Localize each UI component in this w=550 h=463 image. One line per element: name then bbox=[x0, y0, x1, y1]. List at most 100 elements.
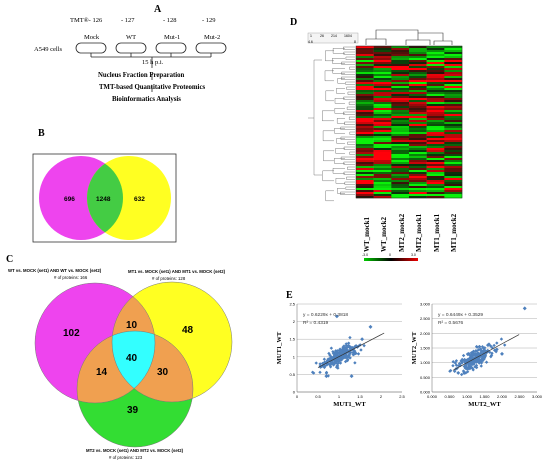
heatmap-cell bbox=[409, 184, 427, 187]
heatmap-cell bbox=[356, 94, 374, 97]
heatmap-cell bbox=[391, 130, 410, 133]
heatmap-cell bbox=[356, 138, 374, 141]
heatmap-cell bbox=[356, 140, 374, 143]
heatmap-cell bbox=[409, 92, 427, 95]
scatter1-r-squared: R² = 0.4319 bbox=[303, 320, 329, 326]
heatmap-cell bbox=[409, 160, 427, 163]
heatmap-cell bbox=[391, 128, 410, 131]
heatmap-cell bbox=[356, 156, 374, 159]
heatmap-cell bbox=[391, 152, 410, 155]
heatmap-cell bbox=[356, 52, 374, 55]
heatmap-cell bbox=[426, 152, 445, 155]
dish-mut1 bbox=[155, 42, 187, 54]
heatmap-cell bbox=[409, 94, 427, 97]
heatmap-cell bbox=[391, 174, 410, 177]
heatmap-cell bbox=[391, 180, 410, 183]
heatmap-cell bbox=[409, 150, 427, 153]
heatmap-cell bbox=[444, 46, 463, 49]
scatter1-outlier-point bbox=[368, 324, 373, 329]
heatmap-cell bbox=[426, 178, 445, 181]
heatmap-cell bbox=[444, 190, 463, 193]
scatter2-xtick-label: 1.000 bbox=[462, 394, 473, 399]
heatmap-frame bbox=[355, 45, 463, 199]
set1-count: # of proteins: 166 bbox=[54, 275, 88, 280]
venn-b-overlap bbox=[87, 156, 123, 240]
heatmap-cell bbox=[391, 196, 410, 199]
heatmap-cell bbox=[444, 166, 463, 169]
heatmap-cell bbox=[409, 154, 427, 157]
heatmap-cell bbox=[426, 126, 445, 129]
heatmap-cell bbox=[391, 122, 410, 125]
scatter2-point bbox=[451, 364, 455, 368]
heatmap-cell bbox=[356, 118, 374, 121]
heatmap-cell bbox=[426, 122, 445, 125]
heatmap-cell bbox=[409, 166, 427, 169]
heatmap-cell bbox=[356, 74, 374, 77]
color-legend-bar bbox=[364, 258, 418, 261]
heatmap-cell bbox=[426, 194, 445, 197]
scatter1-ytick-label: 1.5 bbox=[289, 337, 295, 342]
heatmap-cell bbox=[356, 168, 374, 171]
heatmap-cell bbox=[356, 184, 374, 187]
heatmap-cell bbox=[356, 102, 374, 105]
heatmap-cell bbox=[356, 60, 374, 63]
panel-b-letter: B bbox=[38, 128, 45, 139]
heatmap-cell bbox=[409, 182, 427, 185]
tmt-label-128: - 128 bbox=[163, 17, 177, 24]
heatmap-cell bbox=[391, 68, 410, 71]
scatter2-point bbox=[499, 337, 504, 341]
heatmap-cell bbox=[356, 160, 374, 163]
heatmap-cell bbox=[391, 178, 410, 181]
heatmap-cell bbox=[426, 68, 445, 71]
heatmap-cell bbox=[426, 158, 445, 161]
heatmap-cell bbox=[356, 72, 374, 75]
heatmap-cell bbox=[391, 56, 410, 59]
heatmap-cell bbox=[391, 176, 410, 179]
heatmap-cell bbox=[391, 92, 410, 95]
heatmap-cell bbox=[444, 98, 463, 101]
heatmap-cell bbox=[426, 176, 445, 179]
heatmap-cell bbox=[391, 60, 410, 63]
set3-label: MT2 vs. MOCK (set1) AND MT2 vs. MOCK (se… bbox=[86, 448, 184, 453]
heatmap-cell bbox=[426, 154, 445, 157]
heatmap-cell bbox=[391, 136, 410, 139]
scatter1-x-axis-title: MUT1_WT bbox=[333, 401, 366, 408]
row-dendrogram bbox=[308, 46, 355, 201]
heatmap-cell bbox=[391, 78, 410, 81]
scatter1-trendline bbox=[317, 332, 385, 368]
heatmap-cell bbox=[373, 76, 392, 79]
heatmap-cell bbox=[391, 124, 410, 127]
scatter1-xtick-label: 1.5 bbox=[357, 394, 363, 399]
heatmap-cell bbox=[444, 130, 463, 133]
heatmap-cell bbox=[356, 130, 374, 133]
heatmap-cell bbox=[373, 144, 392, 147]
heatmap-cell bbox=[356, 106, 374, 109]
scale-tick-1: 1 bbox=[310, 34, 312, 38]
bracket-lines bbox=[90, 53, 212, 58]
heatmap-cell bbox=[426, 112, 445, 115]
heatmap-cell bbox=[409, 58, 427, 61]
heatmap-cell bbox=[373, 68, 392, 71]
heatmap-cell bbox=[409, 124, 427, 127]
heatmap-cell bbox=[409, 54, 427, 57]
heatmap-cell bbox=[373, 50, 392, 53]
heatmap-cell bbox=[391, 96, 410, 99]
heatmap-cell bbox=[373, 74, 392, 77]
heatmap-cell bbox=[426, 180, 445, 183]
heatmap-cell bbox=[391, 162, 410, 165]
heatmap-cell bbox=[356, 146, 374, 149]
heatmap-cell bbox=[373, 158, 392, 161]
scale-tick-3: 214 bbox=[331, 34, 337, 38]
heatmap-cell bbox=[356, 180, 374, 183]
heatmap-cell bbox=[373, 104, 392, 107]
heatmap-cell bbox=[409, 146, 427, 149]
heatmap-cell bbox=[391, 100, 410, 103]
scatter1-point bbox=[359, 348, 363, 352]
heatmap-cell bbox=[373, 160, 392, 163]
tmt-label-127: - 127 bbox=[121, 17, 135, 24]
heatmap-cell bbox=[391, 112, 410, 115]
scatter1-point bbox=[353, 361, 357, 365]
heatmap-cell bbox=[373, 138, 392, 141]
heatmap-cell bbox=[373, 84, 392, 87]
time-label: 15 h p.i. bbox=[142, 59, 164, 66]
